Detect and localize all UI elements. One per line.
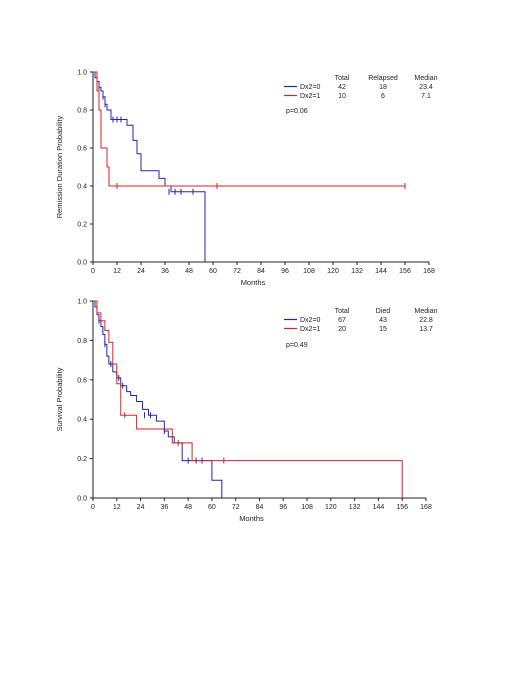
x-axis-label: Months <box>239 514 264 523</box>
legend-value: 67 <box>338 317 346 324</box>
legend-series-label: Dx2=1 <box>300 93 321 100</box>
x-tick-label: 84 <box>256 504 264 511</box>
legend-series-label: Dx2=1 <box>300 326 321 333</box>
x-tick-label: 120 <box>325 504 337 511</box>
legend-column-header: Died <box>376 308 391 315</box>
chart-2: 0.0 0.2 0.4 0.6 0.8 1.0 0 12 24 36 48 60 72 84 96 108 12… <box>55 299 438 524</box>
legend-value: 7.1 <box>421 93 431 100</box>
x-tick-label: 168 <box>420 504 432 511</box>
legend-value: 6 <box>381 93 385 100</box>
x-tick-label: 24 <box>137 268 145 275</box>
y-axis-label: Remission Duration Probability <box>55 115 64 218</box>
y-tick-label: 0.6 <box>77 377 87 384</box>
y-axis-label: Survival Probability <box>55 367 64 431</box>
legend-value: 13.7 <box>419 326 433 333</box>
legend-column-header: Median <box>415 75 438 82</box>
x-tick-label: 24 <box>137 504 145 511</box>
x-tick-label: 96 <box>279 504 287 511</box>
x-tick-label: 60 <box>209 268 217 275</box>
series-line <box>93 71 206 262</box>
legend-value: 10 <box>338 93 346 100</box>
legend-column-header: Total <box>335 75 350 82</box>
y-tick-label: 0.2 <box>77 222 87 229</box>
legend-series-label: Dx2=0 <box>300 84 321 91</box>
x-tick-label: 156 <box>396 504 408 511</box>
y-tick-label: 0.6 <box>77 146 87 153</box>
y-tick-label: 0.8 <box>77 338 87 345</box>
x-tick-label: 48 <box>184 504 192 511</box>
x-tick-label: 84 <box>257 268 265 275</box>
y-tick-label: 0.4 <box>77 184 87 191</box>
y-tick-label: 0.2 <box>77 456 87 463</box>
y-tick-label: 1.0 <box>77 70 87 77</box>
x-tick-label: 156 <box>399 268 411 275</box>
x-axis-label: Months <box>241 278 266 287</box>
legend-value: 43 <box>379 317 387 324</box>
x-tick-label: 12 <box>113 504 121 511</box>
p-value-label: p=0.06 <box>286 108 308 115</box>
legend-column-header: Total <box>335 308 350 315</box>
x-tick-label: 60 <box>208 504 216 511</box>
x-tick-label: 132 <box>349 504 361 511</box>
y-tick-label: 0.0 <box>77 496 87 503</box>
x-tick-label: 0 <box>91 268 95 275</box>
legend-value: 22.8 <box>419 317 433 324</box>
y-tick-label: 0.0 <box>77 260 87 267</box>
legend-value: 15 <box>379 326 387 333</box>
x-tick-label: 72 <box>232 504 240 511</box>
legend-value: 42 <box>338 84 346 91</box>
p-value-label: p=0.49 <box>286 342 308 349</box>
x-tick-label: 36 <box>160 504 168 511</box>
x-tick-label: 12 <box>113 268 121 275</box>
x-tick-label: 132 <box>351 268 363 275</box>
x-tick-label: 36 <box>161 268 169 275</box>
x-tick-label: 48 <box>185 268 193 275</box>
x-tick-label: 0 <box>91 504 95 511</box>
legend-value: 20 <box>338 326 346 333</box>
x-tick-label: 120 <box>327 268 339 275</box>
y-tick-label: 0.4 <box>77 417 87 424</box>
y-tick-label: 0.8 <box>77 108 87 115</box>
legend-series-label: Dx2=0 <box>300 317 321 324</box>
x-tick-label: 144 <box>375 268 387 275</box>
legend-column-header: Relapsed <box>368 75 398 82</box>
y-tick-label: 1.0 <box>77 299 87 306</box>
x-tick-label: 108 <box>303 268 315 275</box>
chart-1: 0.0 0.2 0.4 0.6 0.8 1.0 0 12 24 36 48 60 72 84 96 108 12… <box>55 70 438 288</box>
legend-column-header: Median <box>415 308 438 315</box>
x-tick-label: 144 <box>373 504 385 511</box>
x-tick-label: 96 <box>281 268 289 275</box>
x-tick-label: 72 <box>233 268 241 275</box>
series-line <box>93 71 405 187</box>
legend-value: 18 <box>379 84 387 91</box>
x-tick-label: 168 <box>423 268 435 275</box>
series-line <box>93 300 223 498</box>
legend-value: 23.4 <box>419 84 433 91</box>
series-line <box>93 300 403 498</box>
x-tick-label: 108 <box>301 504 313 511</box>
